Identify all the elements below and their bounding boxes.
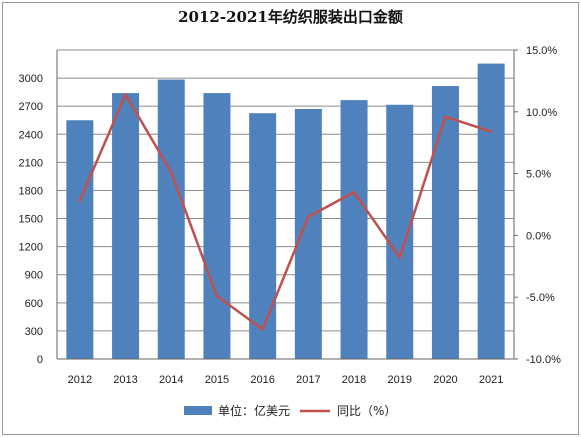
- legend: 单位：亿美元 同比（%）: [184, 403, 396, 418]
- y-right-tick-label: -10.0%: [526, 354, 561, 366]
- bar-2021: [477, 63, 505, 360]
- bar-2017: [294, 108, 322, 359]
- x-tick-label: 2013: [113, 374, 137, 386]
- line-series: [78, 93, 493, 331]
- y-right-tick-label: 15.0%: [526, 45, 557, 57]
- line-point-2016: [261, 328, 264, 331]
- legend-bar-swatch: [184, 406, 212, 415]
- line-point-2019: [398, 256, 401, 259]
- x-tick-label: 2017: [296, 374, 320, 386]
- line-point-2018: [352, 190, 356, 194]
- y-left-tick-label: 3000: [19, 73, 43, 85]
- line-point-2015: [215, 294, 219, 298]
- bar-2013: [112, 93, 140, 359]
- y-left-tick-label: 2700: [19, 101, 43, 113]
- y-left-tick-label: 2100: [19, 157, 43, 169]
- line-point-2014: [170, 171, 173, 174]
- chart-title: 2012-2021年纺织服装出口金额: [178, 8, 403, 26]
- y-right-tick-label: -5.0%: [526, 292, 555, 304]
- line-point-2017: [307, 215, 310, 219]
- x-tick-label: 2020: [433, 374, 457, 386]
- bar-2018: [340, 100, 368, 359]
- bar-2016: [249, 113, 277, 359]
- bar-2012: [66, 120, 94, 360]
- legend-line-label: 同比（%）: [337, 404, 396, 418]
- bar-2015: [203, 93, 231, 359]
- line-point-2013: [124, 93, 127, 96]
- line-point-2021: [489, 130, 493, 133]
- y-left-tick-label: 600: [25, 298, 43, 310]
- bar-series: [66, 63, 505, 360]
- x-tick-label: 2015: [205, 374, 229, 386]
- y-right-tick-label: 10.0%: [526, 107, 557, 119]
- y-left-tick-label: 300: [25, 326, 43, 338]
- y-left-tick-label: 1200: [19, 242, 43, 254]
- y-left-tick-label: 2400: [19, 129, 43, 141]
- x-tick-label: 2019: [388, 374, 412, 386]
- line-point-2012: [78, 199, 82, 202]
- x-tick-label: 2018: [342, 374, 366, 386]
- x-tick-label: 2016: [250, 374, 274, 386]
- y-right-tick-label: 5.0%: [526, 169, 551, 181]
- y-left-tick-label: 0: [37, 354, 43, 366]
- line-point-2020: [444, 115, 447, 118]
- y-left-tick-label: 900: [25, 270, 43, 282]
- y-left-tick-label: 1500: [19, 214, 43, 226]
- x-tick-label: 2021: [479, 374, 503, 386]
- y-right-tick-label: 0.0%: [526, 230, 551, 242]
- x-tick-label: 2014: [159, 374, 183, 386]
- axes: 0 300 600 900 1200 1500 1800 2100 2400 2700 3000 -1…: [19, 45, 562, 386]
- bar-2014: [157, 79, 185, 359]
- x-tick-label: 2012: [68, 374, 92, 386]
- legend-bar-label: 单位：亿美元: [218, 403, 290, 418]
- bar-2020: [431, 86, 459, 360]
- y-left-tick-label: 1800: [19, 185, 43, 197]
- line-yoy: [78, 93, 492, 331]
